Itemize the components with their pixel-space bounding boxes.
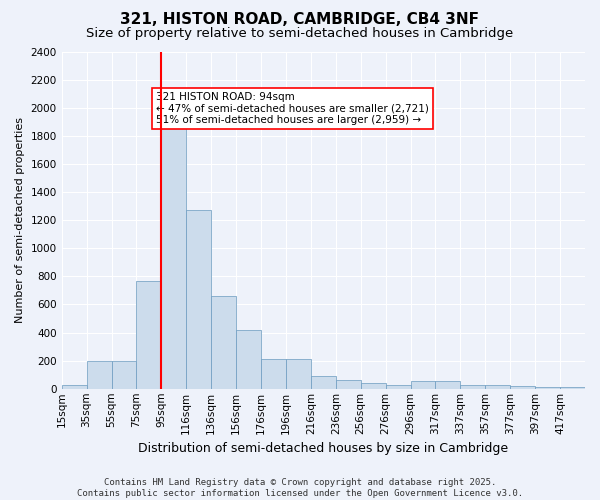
- X-axis label: Distribution of semi-detached houses by size in Cambridge: Distribution of semi-detached houses by …: [138, 442, 508, 455]
- Bar: [236, 330, 261, 389]
- Bar: [261, 358, 286, 389]
- Bar: [161, 122, 186, 389]
- Bar: [510, 386, 535, 389]
- Bar: [361, 383, 386, 389]
- Bar: [136, 280, 161, 389]
- Bar: [410, 381, 436, 389]
- Bar: [112, 360, 136, 389]
- Bar: [336, 380, 361, 389]
- Bar: [311, 376, 336, 389]
- Text: 321, HISTON ROAD, CAMBRIDGE, CB4 3NF: 321, HISTON ROAD, CAMBRIDGE, CB4 3NF: [121, 12, 479, 28]
- Bar: [436, 381, 460, 389]
- Bar: [62, 384, 86, 389]
- Bar: [460, 384, 485, 389]
- Bar: [211, 296, 236, 389]
- Bar: [535, 386, 560, 389]
- Bar: [186, 210, 211, 389]
- Bar: [86, 360, 112, 389]
- Bar: [560, 388, 585, 389]
- Bar: [286, 358, 311, 389]
- Bar: [485, 384, 510, 389]
- Text: Size of property relative to semi-detached houses in Cambridge: Size of property relative to semi-detach…: [86, 28, 514, 40]
- Bar: [386, 384, 410, 389]
- Y-axis label: Number of semi-detached properties: Number of semi-detached properties: [15, 117, 25, 323]
- Text: 321 HISTON ROAD: 94sqm
← 47% of semi-detached houses are smaller (2,721)
51% of : 321 HISTON ROAD: 94sqm ← 47% of semi-det…: [156, 92, 429, 125]
- Text: Contains HM Land Registry data © Crown copyright and database right 2025.
Contai: Contains HM Land Registry data © Crown c…: [77, 478, 523, 498]
